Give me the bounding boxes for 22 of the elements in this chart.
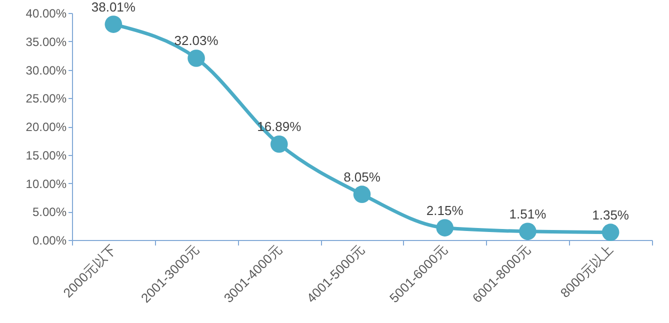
data-label: 2.15% xyxy=(426,202,464,218)
point xyxy=(188,50,205,67)
data-label: 38.01% xyxy=(91,0,136,14)
data-label: 1.51% xyxy=(509,206,547,222)
point xyxy=(270,136,288,153)
data-label: 1.35% xyxy=(592,207,630,222)
y-tick-label: 40.00% xyxy=(26,6,67,20)
y-tick-label: 20.00% xyxy=(26,120,67,134)
point xyxy=(353,186,371,203)
y-tick-label: 5.00% xyxy=(32,205,67,220)
y-tick-label: 35.00% xyxy=(26,34,67,49)
data-label: 8.05% xyxy=(344,169,381,184)
point xyxy=(104,16,122,33)
y-tick-label: 30.00% xyxy=(26,63,67,78)
y-tick-label: 25.00% xyxy=(26,92,67,106)
point xyxy=(519,222,536,240)
y-tick-label: 15.00% xyxy=(26,148,67,162)
data-label: 32.03% xyxy=(174,33,219,48)
y-tick-label: 10.00% xyxy=(26,176,67,191)
y-tick-label: 0.00% xyxy=(32,234,67,248)
point xyxy=(436,219,454,236)
point xyxy=(602,224,620,241)
